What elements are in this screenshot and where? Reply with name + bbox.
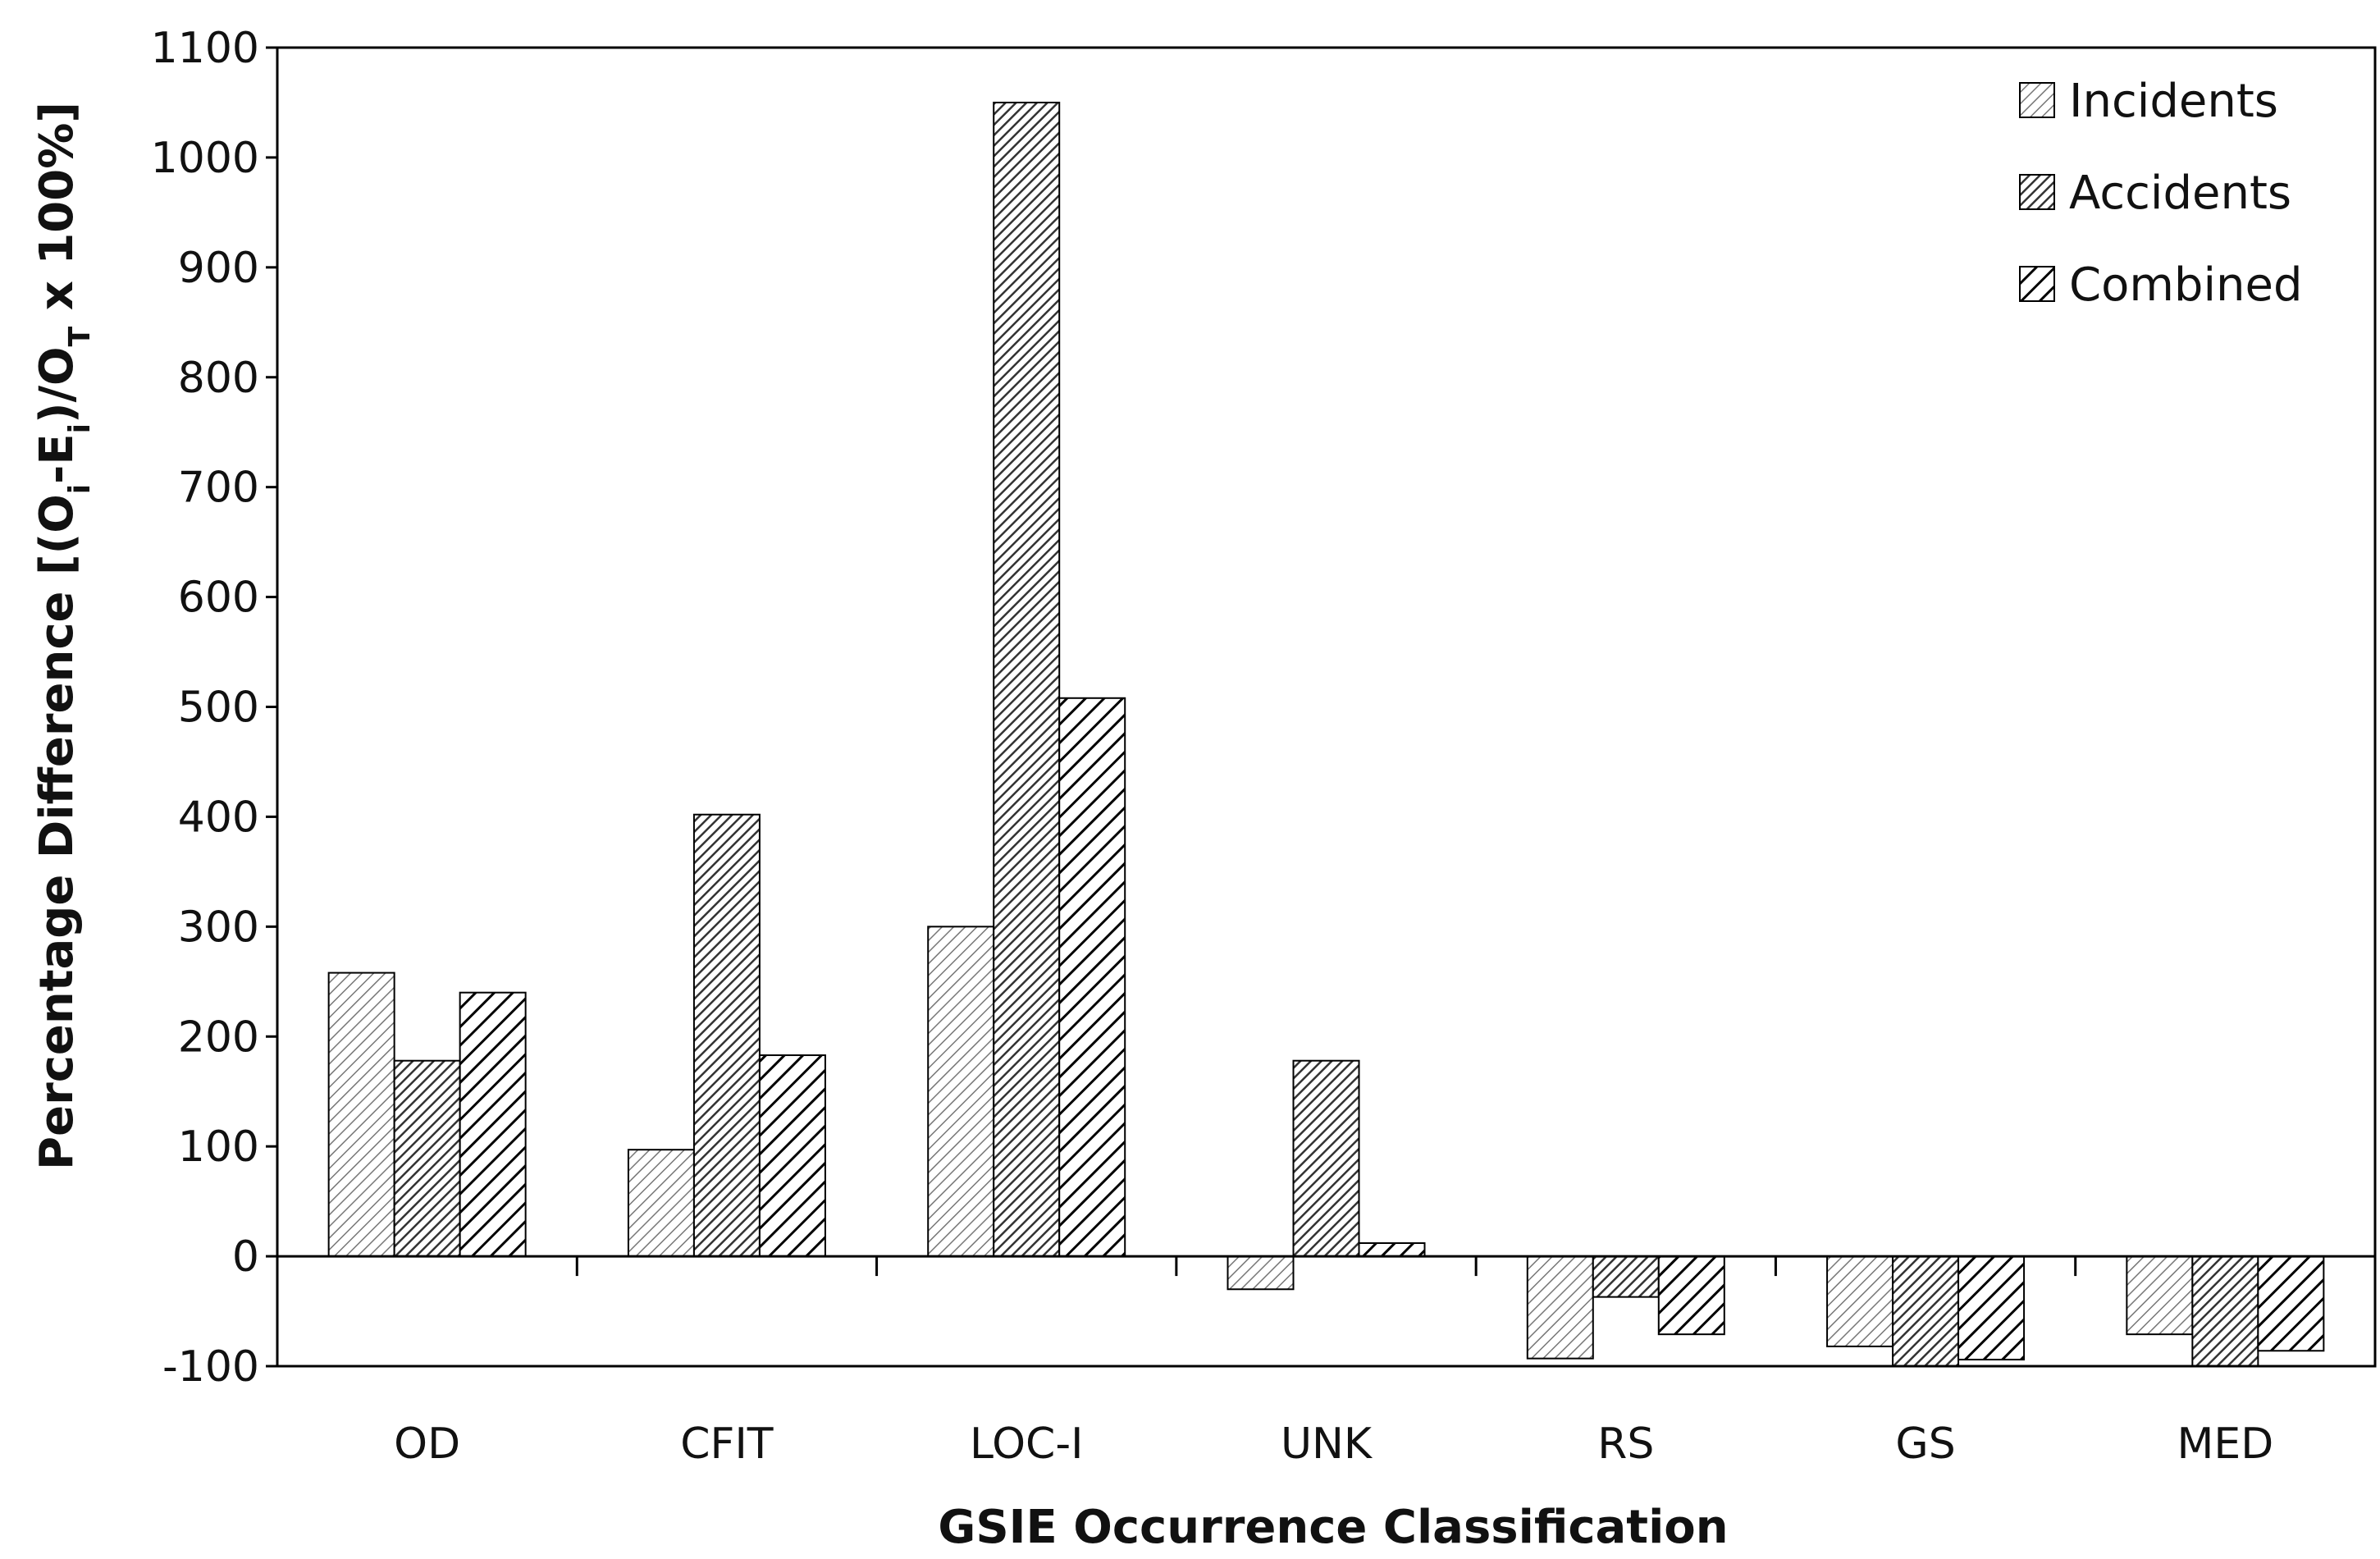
plot-border: [276, 46, 2377, 1368]
y-tick-label: 400: [178, 793, 259, 842]
y-tick-label: -100: [162, 1342, 259, 1392]
bar-combined-loc-i: [1058, 697, 1126, 1258]
x-tick-label: GS: [1895, 1420, 1955, 1469]
y-tick-label: 200: [178, 1013, 259, 1062]
y-tick-label: 600: [178, 574, 259, 623]
y-tick-label: 500: [178, 683, 259, 733]
x-axis-ticks: OD CFIT LOC-I UNK RS GS MED: [394, 1256, 2273, 1469]
y-tick-label: 1100: [151, 24, 259, 73]
x-tick-label: RS: [1597, 1420, 1654, 1469]
bar-accidents-unk: [1292, 1059, 1360, 1258]
y-axis-title-part: )/O: [30, 346, 84, 423]
y-axis-title-part: x 100%]: [30, 102, 84, 327]
legend-swatch-incidents: [2019, 82, 2055, 118]
legend-swatch-combined: [2019, 266, 2055, 302]
bar-incidents-rs: [1526, 1255, 1594, 1360]
bar-incidents-med: [2126, 1255, 2194, 1336]
y-tick-label: 300: [178, 903, 259, 952]
y-axis-ticks: -100 0 100 200 300 400 500 600 700 800 900 1000 1100: [151, 24, 277, 1392]
x-tick-label: LOC-I: [970, 1420, 1083, 1469]
x-axis-title: GSIE Occurrence Classification: [938, 1501, 1728, 1554]
bar-combined-rs: [1657, 1255, 1725, 1336]
y-tick-label: 700: [178, 464, 259, 513]
bar-accidents-gs: [1892, 1255, 1960, 1368]
bar-incidents-loc-i: [927, 926, 995, 1258]
bar-accidents-med: [2191, 1255, 2259, 1368]
y-axis-title-subscript: T: [63, 326, 97, 346]
legend-label-accidents: Accidents: [2069, 167, 2291, 220]
y-tick-label: 800: [178, 354, 259, 403]
bars: [277, 101, 2375, 1368]
x-tick-label: CFIT: [680, 1420, 774, 1469]
legend-label-combined: Combined: [2069, 258, 2303, 312]
y-tick-label: 100: [178, 1122, 259, 1172]
legend: Incidents Accidents Combined: [2019, 75, 2303, 312]
bar-accidents-cfit: [692, 813, 761, 1258]
bar-incidents-od: [327, 972, 395, 1258]
y-axis-title-subscript: i: [63, 423, 97, 433]
bar-combined-cfit: [758, 1054, 826, 1258]
bar-accidents-od: [393, 1059, 461, 1258]
y-axis-title-part: Percentage Difference [(O: [30, 494, 84, 1170]
bar-combined-od: [459, 991, 527, 1258]
y-axis-title: Percentage Difference [(Oi-Ei)/OT x 100%…: [30, 102, 97, 1170]
bar-accidents-rs: [1592, 1255, 1660, 1298]
bar-accidents-loc-i: [993, 101, 1061, 1258]
bar-incidents-cfit: [627, 1149, 695, 1258]
bar-incidents-gs: [1826, 1255, 1894, 1347]
legend-label-incidents: Incidents: [2069, 75, 2278, 128]
legend-swatch-accidents: [2019, 174, 2055, 210]
y-axis-title-part: -E: [30, 433, 84, 484]
bar-incidents-unk: [1227, 1255, 1295, 1291]
y-axis-title-subscript: i: [63, 484, 97, 494]
bar-combined-gs: [1957, 1255, 2026, 1360]
x-tick-label: MED: [2177, 1420, 2273, 1469]
x-tick-label: OD: [394, 1420, 460, 1469]
y-tick-label: 1000: [151, 134, 259, 183]
x-tick-label: UNK: [1281, 1420, 1373, 1469]
y-tick-label: 0: [232, 1232, 259, 1282]
bar-combined-med: [2257, 1255, 2325, 1352]
bar-combined-unk: [1358, 1242, 1426, 1258]
plot-frame: [276, 46, 2377, 1368]
y-tick-label: 900: [178, 244, 259, 293]
